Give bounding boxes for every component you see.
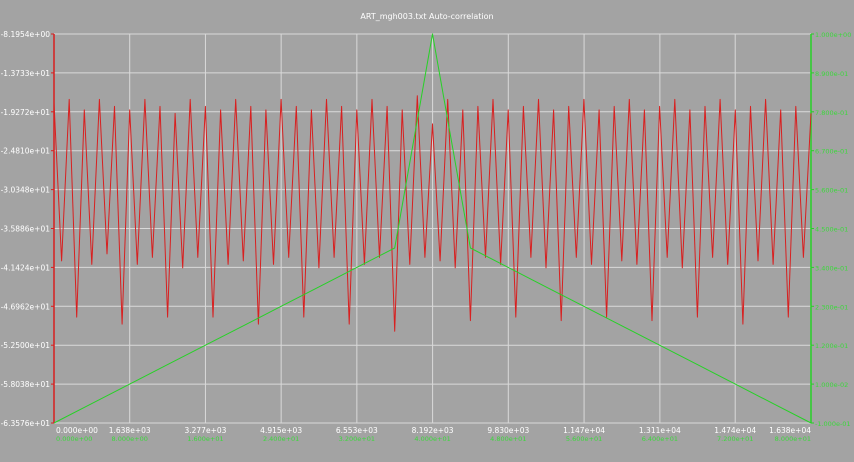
- left-tick-label: -6.3576e+01: [1, 419, 51, 428]
- left-tick-label: -1.3733e+01: [1, 69, 51, 78]
- right-axis-ticks: 1.000e+00 8.900e-01 7.800e-01 6.700e-01 5.60…: [811, 31, 851, 428]
- x-tick-label-secondary: 0.000e+00: [56, 435, 92, 443]
- right-tick-label: 7.800e-01: [815, 109, 848, 117]
- right-tick-label: 4.500e-01: [815, 226, 848, 234]
- x-tick-label: 3.277e+03: [184, 426, 226, 435]
- x-tick-label: 6.553e+03: [336, 426, 378, 435]
- x-tick-label-secondary: 4.000e+01: [414, 435, 450, 443]
- left-tick-label: -8.1954e+00: [1, 30, 51, 39]
- x-tick-label: 1.147e+04: [563, 426, 605, 435]
- right-tick-label: 1.200e-01: [815, 342, 848, 350]
- x-tick-label: 1.311e+04: [639, 426, 681, 435]
- left-tick-label: -5.2500e+01: [1, 341, 51, 350]
- x-tick-label-secondary: 1.600e+01: [187, 435, 223, 443]
- left-tick-label: -4.1424e+01: [1, 263, 51, 272]
- right-tick-label: 8.900e-01: [815, 70, 848, 78]
- left-tick-label: -3.5886e+01: [1, 225, 51, 234]
- x-tick-label-secondary: 8.000e+00: [112, 435, 148, 443]
- right-tick-label: 6.700e-01: [815, 148, 848, 156]
- right-tick-label: 2.300e-01: [815, 303, 848, 311]
- right-tick-label: 1.000e+00: [815, 31, 851, 39]
- series-layer: [53, 33, 812, 424]
- right-tick-label: -1.000e-01: [815, 420, 851, 428]
- x-tick-label-secondary: 8.000e+01: [775, 435, 811, 443]
- x-tick-label: 4.915e+03: [260, 426, 302, 435]
- x-tick-label: 1.638e+03: [109, 426, 151, 435]
- left-tick-label: -4.6962e+01: [1, 302, 51, 311]
- left-axis-ticks: -8.1954e+00 -1.3733e+01 -1.9272e+01 -2.4810…: [1, 30, 54, 428]
- x-tick-label-secondary: 7.200e+01: [717, 435, 753, 443]
- x-tick-label-secondary: 6.400e+01: [642, 435, 678, 443]
- right-tick-label: 1.000e-02: [815, 381, 848, 389]
- chart-title: ART_mgh003.txt Auto-correlation: [360, 12, 493, 21]
- left-tick-label: -3.0348e+01: [1, 186, 51, 195]
- x-tick-label-secondary: 3.200e+01: [339, 435, 375, 443]
- x-tick-label: 1.474e+04: [714, 426, 756, 435]
- x-tick-label-secondary: 4.800e+01: [490, 435, 526, 443]
- left-tick-label: -1.9272e+01: [1, 108, 51, 117]
- x-tick-label-secondary: 2.400e+01: [263, 435, 299, 443]
- x-tick-label-secondary: 5.600e+01: [566, 435, 602, 443]
- left-tick-label: -5.8038e+01: [1, 380, 51, 389]
- right-tick-label: 5.600e-01: [815, 187, 848, 195]
- x-tick-label: 9.830e+03: [487, 426, 529, 435]
- x-tick-label: 1.638e+04: [769, 426, 811, 435]
- series-line-green: [53, 33, 812, 424]
- x-axis-ticks: 0.000e+000.000e+00 1.638e+038.000e+00 3.27…: [56, 426, 811, 443]
- left-tick-label: -2.4810e+01: [1, 147, 51, 156]
- x-tick-label: 0.000e+00: [56, 426, 98, 435]
- right-tick-label: 3.400e-01: [815, 264, 848, 272]
- x-tick-label: 8.192e+03: [412, 426, 454, 435]
- series-line-red: [53, 95, 812, 332]
